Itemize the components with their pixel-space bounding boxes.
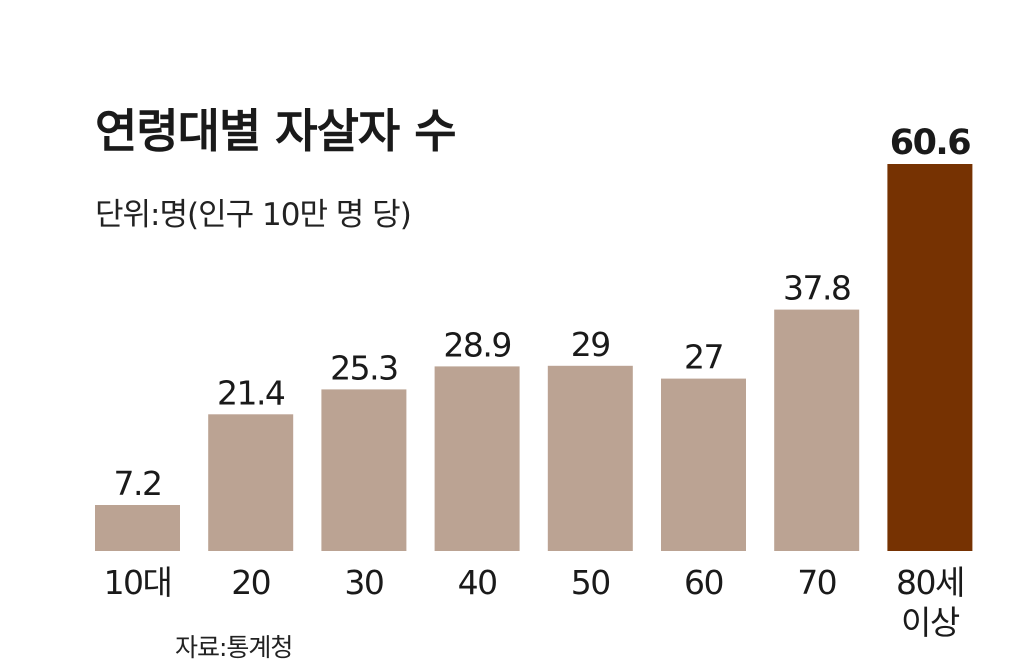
- value-label-7: 60.6: [890, 123, 971, 163]
- bar-7: [887, 164, 973, 551]
- x-tick-label-7-0: 80세: [896, 563, 964, 602]
- value-label-3: 28.9: [443, 325, 510, 364]
- value-label-1: 21.4: [217, 373, 285, 412]
- bar-3: [434, 366, 520, 551]
- bar-4: [547, 365, 633, 551]
- value-label-4: 29: [571, 325, 610, 364]
- value-label-0: 7.2: [114, 464, 162, 503]
- bar-5: [661, 378, 746, 551]
- bar-6: [774, 309, 860, 551]
- bar-2: [321, 389, 407, 551]
- x-tick-label-0: 10대: [104, 563, 172, 602]
- x-tick-label-5: 60: [684, 563, 723, 602]
- source-note: 자료:통계청: [175, 633, 293, 662]
- value-label-6: 37.8: [783, 269, 850, 308]
- chart-subtitle: 단위:명(인구 10만 명 당): [95, 197, 412, 233]
- chart-title: 연령대별 자살자 수: [95, 104, 457, 158]
- x-tick-label-6: 70: [797, 563, 836, 602]
- x-tick-label-7-1: 이상: [901, 603, 960, 642]
- x-tick-label-3: 40: [458, 563, 497, 602]
- x-tick-label-2: 30: [344, 563, 383, 602]
- value-label-5: 27: [684, 338, 723, 377]
- x-tick-label-4: 50: [571, 563, 610, 602]
- bar-1: [208, 414, 294, 551]
- value-label-2: 25.3: [330, 348, 397, 387]
- x-tick-label-1: 20: [231, 563, 270, 602]
- bar-0: [95, 505, 180, 551]
